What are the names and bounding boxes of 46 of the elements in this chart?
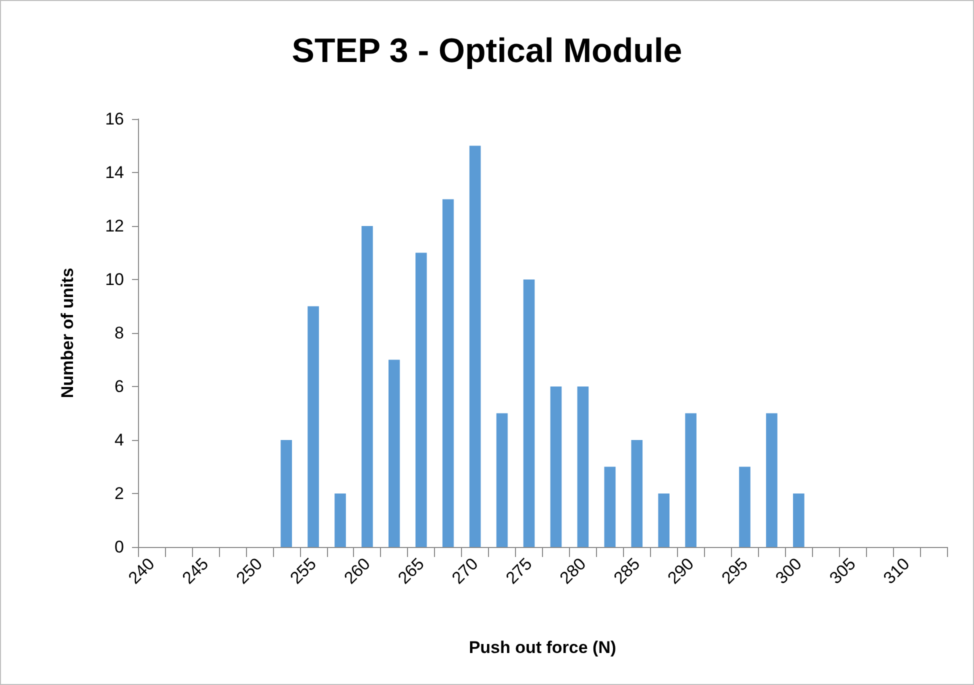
x-tick-label: 295 <box>718 554 752 588</box>
x-tick-label: 290 <box>664 554 698 588</box>
y-tick-label: 10 <box>105 270 124 289</box>
x-tick-label: 265 <box>394 554 428 588</box>
bar <box>577 386 589 547</box>
x-tick-label: 250 <box>232 554 266 588</box>
bar <box>604 466 616 547</box>
y-tick-label: 16 <box>105 110 124 128</box>
bar <box>766 413 778 547</box>
bar <box>442 199 454 547</box>
bar <box>793 494 804 547</box>
x-tick-label: 305 <box>826 554 860 588</box>
x-tick-label: 285 <box>610 554 644 588</box>
bar <box>362 226 373 547</box>
bar <box>523 280 535 547</box>
x-tick-label: 300 <box>772 554 806 588</box>
y-tick-label: 0 <box>114 538 124 556</box>
y-tick-label: 4 <box>114 430 124 450</box>
x-tick-label: 275 <box>502 554 536 588</box>
bar <box>631 440 643 547</box>
y-tick-label: 6 <box>114 377 124 396</box>
x-tick-label: 310 <box>880 554 914 588</box>
y-tick-label: 12 <box>105 216 124 236</box>
bar <box>685 413 696 547</box>
bar <box>469 146 481 547</box>
y-tick-label: 14 <box>105 163 124 182</box>
bar <box>550 386 562 547</box>
bar <box>739 466 750 547</box>
y-tick-label: 2 <box>114 484 124 503</box>
bar <box>308 306 319 547</box>
y-tick-label: 8 <box>114 324 124 342</box>
y-axis-title: Number of units <box>58 268 77 398</box>
x-tick-label: 240 <box>124 554 158 588</box>
x-tick-label: 255 <box>286 554 320 588</box>
x-axis-title: Push out force (N) <box>468 638 616 657</box>
bar <box>334 494 346 547</box>
bar <box>388 360 400 547</box>
bar <box>280 440 292 547</box>
x-tick-label: 245 <box>178 554 212 588</box>
x-tick-label: 280 <box>556 554 590 588</box>
bar <box>415 252 427 547</box>
x-tick-label: 270 <box>448 554 482 588</box>
chart-title: STEP 3 - Optical Module <box>292 32 682 70</box>
x-tick-label: 260 <box>340 554 374 588</box>
bar <box>496 413 508 547</box>
bar <box>658 494 670 547</box>
